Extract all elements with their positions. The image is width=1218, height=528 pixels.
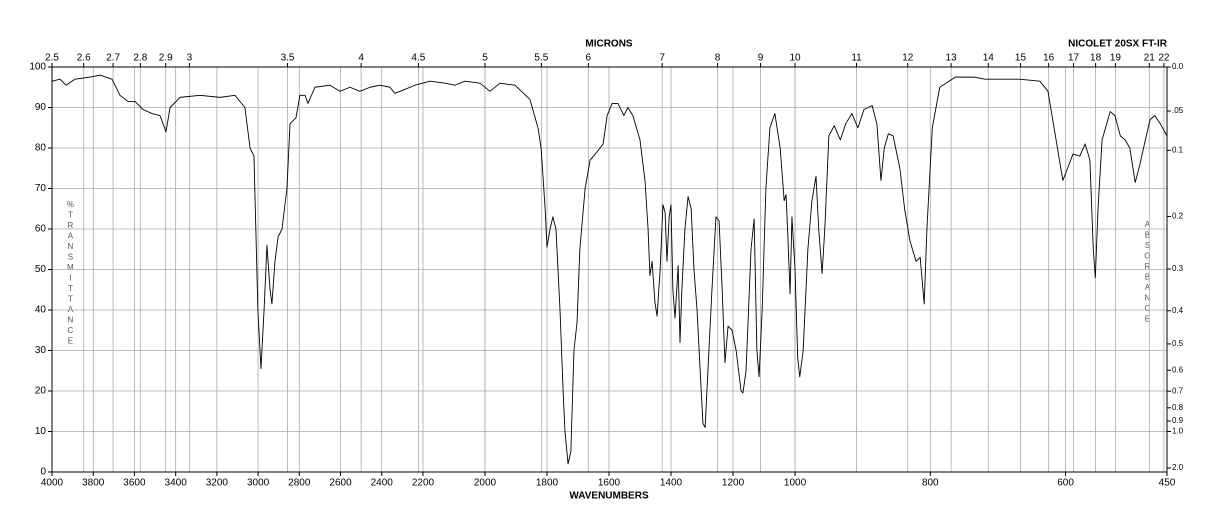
x2-tick-label: 2.8: [133, 53, 147, 64]
y2-tick-label: 0.2: [1172, 212, 1184, 221]
y-tick-label: 50: [35, 264, 47, 275]
x-tick-label: 600: [1057, 478, 1074, 489]
x2-tick-label: 9: [758, 53, 764, 64]
plot-frame: [51, 66, 1168, 473]
x2-tick-label: 15: [1015, 53, 1027, 64]
x-tick-label: 3400: [165, 478, 188, 489]
x2-tick-label: 14: [983, 53, 995, 64]
x2-tick-label: 11: [851, 53, 862, 64]
x-tick-label: 1000: [784, 478, 807, 489]
x2-tick-label: 22: [1158, 53, 1170, 64]
x-axis-title: WAVENUMBERS: [569, 491, 649, 502]
x2-tick-label: 3.5: [281, 53, 295, 64]
x2-tick-label: 2.7: [106, 53, 120, 64]
spectrum-line: [51, 74, 1168, 465]
x2-tick-label: 17: [1068, 53, 1080, 64]
x-tick-label: 1800: [536, 478, 559, 489]
x-tick-label: 1200: [722, 478, 745, 489]
x-tick-label: 1400: [660, 478, 683, 489]
x-tick-label: 3800: [82, 478, 105, 489]
x2-tick-label: 2.9: [159, 53, 173, 64]
chart-title: NICOLET 20SX FT-IR: [1068, 39, 1168, 50]
x-tick-label: 2600: [329, 478, 352, 489]
y2-tick-label: 0.1: [1172, 145, 1184, 154]
x-tick-label: 1600: [598, 478, 621, 489]
x-tick-label: 2000: [474, 478, 497, 489]
x2-tick-label: 2.6: [77, 53, 91, 64]
y-tick-label: 70: [35, 183, 47, 194]
x-tick-label: 800: [922, 478, 939, 489]
x2-tick-label: 18: [1090, 53, 1102, 64]
y2-tick-label: 1.0: [1172, 427, 1184, 436]
y-tick-label: 100: [29, 62, 46, 73]
y2-axis-title: ABSORBANCE: [1143, 220, 1152, 325]
y-tick-label: 80: [35, 143, 47, 154]
x2-tick-label: 12: [902, 53, 914, 64]
y-tick-label: 20: [35, 386, 47, 397]
x-tick-label: 3200: [206, 478, 229, 489]
y-axis-title: %TRANSMITTANCE: [66, 200, 75, 347]
y2-tick-label: 0.3: [1172, 264, 1184, 273]
x-tick-label: 2800: [288, 478, 311, 489]
x-tick-label: 3600: [123, 478, 146, 489]
y2-tick-label: 0.5: [1172, 339, 1184, 348]
x-tick-label: 4000: [41, 478, 64, 489]
y-tick-label: 0: [40, 467, 46, 478]
x-tick-label: 2400: [371, 478, 394, 489]
y2-tick-label: 0.0: [1172, 62, 1184, 71]
y2-tick-label: 0.7: [1172, 386, 1184, 395]
y2-tick-label: 2.0: [1172, 463, 1184, 472]
y-tick-label: 40: [35, 305, 47, 316]
x2-tick-label: 7: [659, 53, 665, 64]
x2-tick-label: 13: [946, 53, 958, 64]
x-tick-label: 2200: [412, 478, 435, 489]
y2-tick-label: 0.8: [1172, 403, 1184, 412]
y-tick-label: 60: [35, 224, 47, 235]
x2-tick-label: 4: [358, 53, 364, 64]
x2-tick-label: 3: [187, 53, 193, 64]
x2-tick-label: 21: [1144, 53, 1156, 64]
y-tick-label: 10: [35, 426, 47, 437]
y-tick-label: 30: [35, 345, 47, 356]
x2-tick-label: 10: [789, 53, 801, 64]
y-tick-label: 90: [35, 102, 47, 113]
x2-tick-label: 6: [586, 53, 592, 64]
x2-tick-label: 2.5: [45, 53, 59, 64]
y2-tick-label: .05: [1172, 106, 1184, 115]
x2-tick-label: 16: [1043, 53, 1055, 64]
x2-tick-label: 19: [1110, 53, 1122, 64]
x-tick-label: 450: [1159, 478, 1176, 489]
y2-tick-label: 0.4: [1172, 306, 1184, 315]
x2-tick-label: 4.5: [411, 53, 425, 64]
x2-tick-label: 5: [482, 53, 488, 64]
top-axis-title: MICRONS: [585, 39, 633, 50]
y2-tick-label: 0.6: [1172, 365, 1184, 374]
x2-tick-label: 5.5: [534, 53, 548, 64]
x2-tick-label: 8: [715, 53, 721, 64]
x-tick-label: 3000: [247, 478, 270, 489]
y2-tick-label: 0.9: [1172, 416, 1184, 425]
